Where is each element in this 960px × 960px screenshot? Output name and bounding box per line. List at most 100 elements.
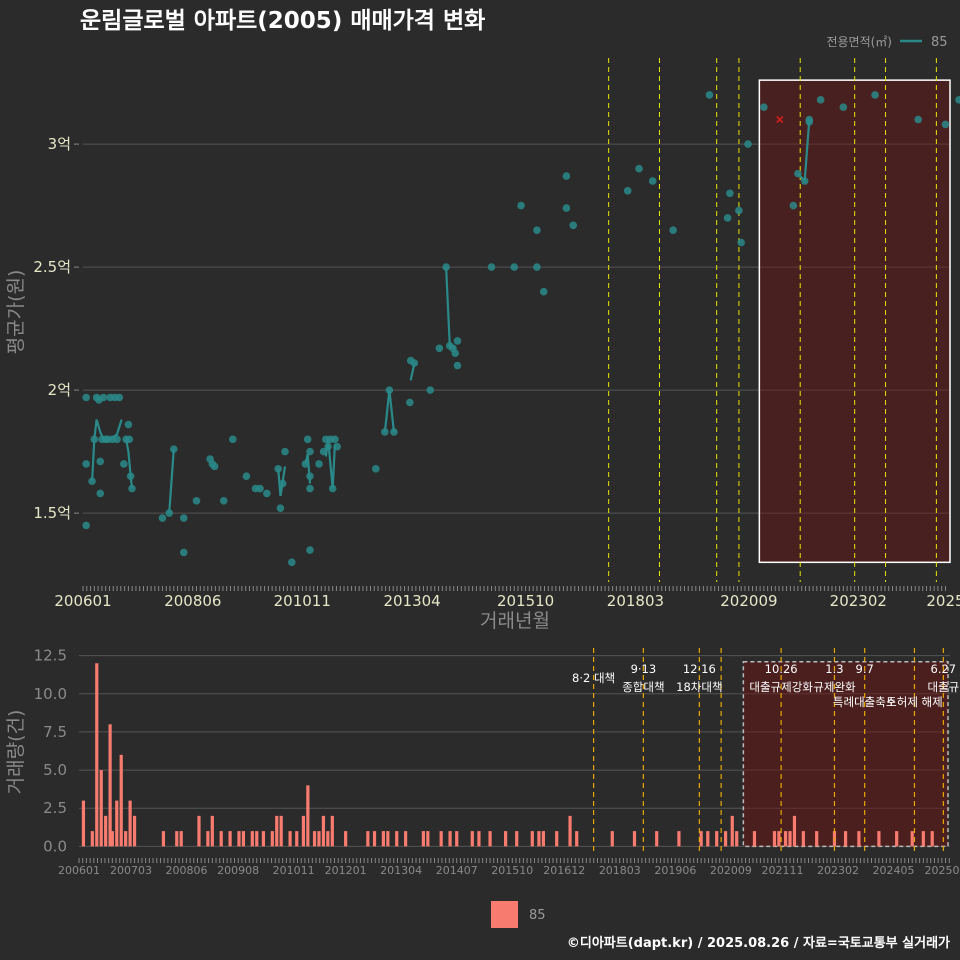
volume-bar — [250, 831, 254, 847]
data-point-85 — [451, 349, 460, 358]
volume-bar — [788, 831, 792, 847]
data-point-85 — [274, 465, 282, 473]
bottom-event-labels: 8·2 대책 9·13 종합대책 12·16 18차대책 10.26 대출규제강화 1.3 규제… — [572, 662, 959, 709]
volume-bar — [537, 831, 541, 847]
top-x-tick-label: 202009 — [720, 592, 777, 610]
top-legend-title: 전용면적(㎡) — [826, 35, 892, 49]
volume-bar — [90, 831, 94, 847]
data-point-85 — [648, 177, 657, 185]
data-point-85 — [113, 435, 121, 444]
event-label-date: 9.7 — [856, 662, 874, 676]
volume-bar — [699, 831, 703, 847]
volume-bar — [541, 831, 545, 847]
data-point-85 — [435, 344, 444, 353]
volume-bar — [386, 831, 390, 847]
volume-bar — [115, 800, 119, 847]
bottom-x-tick-label: 200908 — [217, 864, 259, 877]
data-point-85 — [158, 514, 167, 522]
bottom-x-tick-label: 201201 — [325, 864, 367, 877]
top-x-tick-label: 201510 — [497, 592, 554, 610]
volume-bar — [108, 724, 112, 847]
data-point-85 — [120, 460, 128, 468]
bottom-x-tick-label: 200601 — [58, 864, 100, 877]
volume-bar — [219, 831, 223, 847]
volume-bar — [104, 815, 108, 847]
top-x-tick-label: 2025 — [926, 592, 960, 610]
data-point-85 — [306, 546, 314, 554]
series-line-85 — [277, 466, 287, 497]
volume-bar — [715, 831, 719, 847]
bottom-legend-label: 85 — [529, 908, 546, 923]
top-x-tick-label: 202302 — [830, 592, 887, 610]
volume-bar — [910, 831, 914, 847]
bottom-x-minor-ticks — [78, 858, 950, 863]
volume-bar — [321, 815, 326, 847]
data-point-85 — [169, 445, 178, 453]
volume-bar — [95, 663, 99, 847]
data-point-85 — [99, 393, 108, 402]
chart-title: 운림글로벌 아파트(2005) 매매가격 변화 — [80, 8, 485, 34]
data-point-85 — [263, 489, 271, 498]
data-point-85 — [442, 263, 450, 271]
volume-bar — [275, 815, 279, 847]
data-point-85 — [789, 201, 798, 210]
volume-bar — [317, 831, 321, 847]
bottom-x-tick-label: 201510 — [491, 864, 533, 877]
volume-bar — [237, 831, 241, 847]
volume-bar — [81, 800, 86, 847]
data-point-85 — [562, 172, 571, 180]
volume-bar — [815, 831, 819, 847]
data-point-85 — [705, 91, 714, 99]
volume-bar — [470, 831, 474, 847]
data-point-85 — [306, 484, 314, 493]
data-point-85 — [288, 558, 296, 567]
data-point-85 — [301, 460, 310, 468]
top-series-lines — [91, 119, 811, 514]
event-label-name: 토허제 해제 — [886, 695, 943, 709]
data-point-85 — [800, 177, 809, 185]
data-point-85 — [125, 435, 134, 444]
data-point-85 — [410, 359, 419, 367]
volume-bar — [279, 815, 283, 847]
volume-bar — [735, 831, 739, 847]
bottom-x-tick-label: 200703 — [110, 864, 152, 877]
volume-bar — [777, 831, 781, 847]
volume-bar — [575, 831, 579, 847]
data-point-85 — [328, 484, 337, 493]
data-point-85 — [406, 398, 414, 407]
volume-bar — [179, 831, 183, 847]
volume-bar — [730, 815, 734, 847]
data-point-85 — [90, 435, 99, 444]
cancelled-trade-marker — [776, 115, 784, 124]
volume-bar — [488, 831, 492, 847]
volume-bar — [372, 831, 377, 847]
volume-bar — [426, 831, 430, 847]
data-point-85 — [219, 497, 228, 505]
top-y-tick-label: 3억 — [48, 135, 71, 153]
volume-bar — [210, 815, 214, 847]
data-point-85 — [333, 442, 341, 451]
event-label-date: 6.27 — [931, 662, 957, 676]
volume-bar — [395, 831, 399, 847]
data-point-85 — [533, 263, 541, 271]
series-line-85 — [125, 439, 134, 489]
volume-bar — [270, 831, 274, 847]
event-label-name: 특례대출축소 — [833, 695, 896, 709]
data-point-85 — [805, 118, 814, 126]
volume-bar — [306, 785, 310, 847]
volume-bar — [706, 831, 710, 847]
bottom-event-lines — [593, 648, 944, 854]
volume-bar — [206, 831, 210, 847]
data-point-85 — [82, 393, 90, 402]
data-point-85 — [623, 187, 632, 195]
event-label-date: 1.3 — [825, 662, 843, 676]
data-point-85 — [303, 435, 312, 444]
data-point-85 — [510, 263, 519, 271]
volume-bar — [895, 831, 899, 847]
bottom-legend: 85 — [491, 901, 546, 928]
series-line-85 — [445, 267, 456, 350]
volume-bar — [921, 831, 925, 847]
volume-bar — [295, 831, 299, 847]
top-series-points — [82, 91, 960, 567]
